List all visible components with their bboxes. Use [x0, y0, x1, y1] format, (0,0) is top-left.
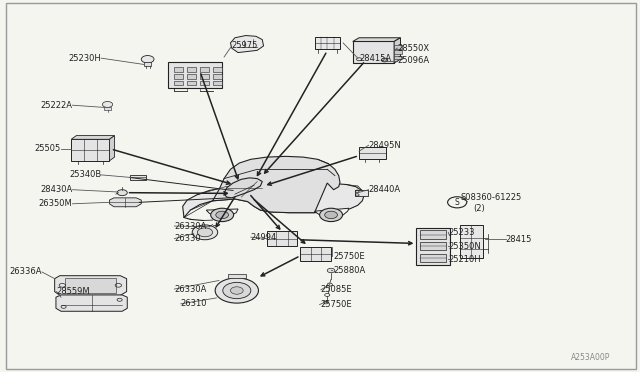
Text: 25222A: 25222A [40, 101, 72, 110]
Text: 25975: 25975 [232, 41, 258, 51]
Polygon shape [460, 225, 483, 258]
Text: (2): (2) [474, 205, 486, 214]
Circle shape [223, 282, 251, 299]
Polygon shape [420, 231, 445, 238]
Circle shape [216, 211, 228, 219]
Text: 25096A: 25096A [397, 56, 429, 65]
Polygon shape [174, 74, 183, 78]
Polygon shape [212, 67, 221, 72]
Text: S08360-61225: S08360-61225 [461, 193, 522, 202]
Polygon shape [130, 175, 146, 180]
Polygon shape [314, 208, 349, 217]
Polygon shape [200, 67, 209, 72]
Polygon shape [394, 50, 403, 54]
Text: 26336A: 26336A [10, 267, 42, 276]
Polygon shape [109, 198, 141, 207]
Text: 28440A: 28440A [369, 185, 401, 194]
Circle shape [319, 208, 342, 222]
Text: 24994: 24994 [251, 232, 277, 242]
Polygon shape [187, 67, 196, 72]
Polygon shape [174, 81, 183, 85]
Text: 28559M: 28559M [56, 287, 90, 296]
Text: 25230H: 25230H [68, 54, 101, 62]
Polygon shape [104, 107, 111, 110]
Circle shape [117, 190, 127, 196]
Text: 26310: 26310 [180, 299, 207, 308]
Polygon shape [212, 81, 221, 85]
Text: 28430A: 28430A [40, 185, 72, 194]
Polygon shape [174, 67, 183, 72]
Circle shape [141, 55, 154, 63]
Text: 26350M: 26350M [39, 199, 72, 208]
Polygon shape [71, 136, 115, 139]
Polygon shape [56, 295, 127, 311]
Polygon shape [359, 147, 386, 159]
Polygon shape [224, 178, 262, 198]
Circle shape [230, 287, 243, 294]
Circle shape [102, 102, 113, 108]
Polygon shape [267, 231, 298, 246]
Polygon shape [420, 254, 445, 262]
Text: 25350N: 25350N [448, 241, 481, 250]
Text: 25505: 25505 [35, 144, 61, 153]
Polygon shape [182, 182, 364, 218]
Polygon shape [394, 38, 401, 63]
Polygon shape [206, 209, 238, 217]
Polygon shape [353, 38, 401, 41]
Text: 25233: 25233 [448, 228, 475, 237]
Text: 25880A: 25880A [333, 266, 366, 275]
Polygon shape [200, 74, 209, 78]
Polygon shape [168, 62, 222, 88]
Circle shape [381, 58, 388, 62]
Circle shape [215, 278, 259, 303]
Text: 25085E: 25085E [321, 285, 353, 294]
Polygon shape [144, 62, 152, 65]
Polygon shape [417, 228, 449, 264]
Polygon shape [228, 274, 246, 278]
Circle shape [324, 211, 337, 219]
Polygon shape [187, 74, 196, 78]
Text: S: S [455, 198, 460, 207]
Text: A253A00P: A253A00P [572, 353, 611, 362]
Circle shape [192, 225, 218, 240]
Polygon shape [212, 74, 221, 78]
Polygon shape [420, 242, 445, 250]
Text: 28415: 28415 [506, 235, 532, 244]
Polygon shape [394, 45, 403, 49]
Polygon shape [71, 139, 109, 161]
Polygon shape [394, 55, 403, 59]
Text: 28495N: 28495N [369, 141, 401, 150]
Text: 28415A: 28415A [359, 54, 391, 62]
Text: 25750E: 25750E [333, 252, 365, 261]
Polygon shape [65, 278, 116, 293]
Polygon shape [54, 276, 127, 295]
Text: 26330A: 26330A [174, 221, 207, 231]
Polygon shape [301, 247, 331, 261]
Text: 28550X: 28550X [397, 44, 429, 52]
Polygon shape [109, 136, 115, 161]
Circle shape [197, 228, 212, 237]
Polygon shape [200, 81, 209, 85]
Circle shape [211, 208, 234, 222]
Circle shape [327, 268, 335, 273]
Text: 25340B: 25340B [69, 170, 101, 179]
Polygon shape [212, 156, 340, 213]
Text: 26330A: 26330A [174, 285, 207, 294]
Polygon shape [314, 37, 340, 49]
Text: 25210H: 25210H [448, 255, 481, 264]
Polygon shape [353, 41, 394, 63]
Text: 25750E: 25750E [321, 300, 353, 309]
Polygon shape [355, 190, 368, 196]
Text: 26330: 26330 [174, 234, 201, 243]
Polygon shape [187, 81, 196, 85]
Polygon shape [230, 36, 264, 52]
